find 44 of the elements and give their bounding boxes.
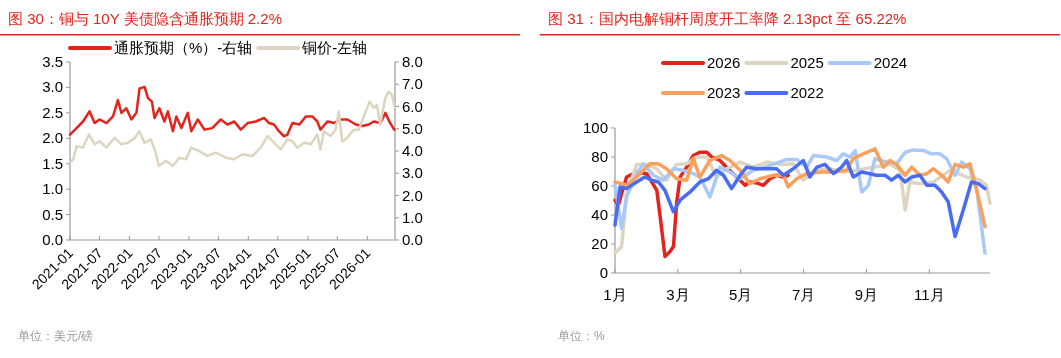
legend-label: 2026 bbox=[707, 54, 741, 71]
x-tick-label: 7月 bbox=[791, 286, 816, 303]
x-tick-label: 9月 bbox=[854, 286, 879, 303]
chart-title: 图 30：铜与 10Y 美债隐含通胀预期 2.2% bbox=[8, 10, 282, 27]
y2-tick-label: 6.0 bbox=[402, 97, 423, 115]
y2-tick-label: 8.0 bbox=[402, 53, 423, 70]
y-tick-label: 1.5 bbox=[42, 154, 63, 172]
y-tick-label: 0.5 bbox=[42, 205, 63, 223]
y-tick-label: 1.0 bbox=[42, 180, 63, 198]
text: 单位：% bbox=[558, 329, 605, 343]
y-tick-label: 2.5 bbox=[42, 103, 63, 121]
x-tick-label: 11月 bbox=[914, 286, 945, 303]
legend-label: 2023 bbox=[707, 84, 741, 101]
y2-tick-label: 4.0 bbox=[402, 142, 423, 159]
line-series bbox=[68, 90, 396, 168]
y-tick-label: 3.0 bbox=[42, 78, 63, 96]
y-tick-label: 100 bbox=[582, 119, 608, 136]
y-tick-label: 0.0 bbox=[42, 231, 63, 248]
x-tick-label: 3月 bbox=[666, 286, 690, 303]
chart-title: 图 31：国内电解铜杆周度开工率降 2.13pct 至 65.22% bbox=[548, 10, 907, 27]
y2-tick-label: 5.0 bbox=[402, 119, 423, 137]
y-tick-label: 2.0 bbox=[42, 129, 63, 147]
line-series bbox=[613, 158, 987, 239]
legend-label: 铜价-左轴 bbox=[301, 39, 368, 56]
y-tick-label: 20 bbox=[591, 235, 608, 252]
legend-label: 2025 bbox=[790, 54, 824, 71]
legend-label: 2022 bbox=[790, 84, 824, 101]
y2-tick-label: 1.0 bbox=[402, 208, 423, 226]
y-tick-label: 0 bbox=[599, 264, 608, 281]
legend-label: 2024 bbox=[873, 54, 908, 71]
y-tick-label: 60 bbox=[591, 177, 608, 194]
y-tick-label: 3.5 bbox=[42, 53, 63, 70]
x-tick-label: 1月 bbox=[603, 286, 627, 303]
y-tick-label: 80 bbox=[591, 148, 608, 165]
legend-label: 通胀预期（%）-右轴 bbox=[114, 39, 253, 56]
text: 单位：美元/磅 bbox=[18, 329, 94, 343]
y-tick-label: 40 bbox=[591, 206, 608, 223]
y2-tick-label: 2.0 bbox=[402, 186, 423, 204]
y2-tick-label: 7.0 bbox=[402, 75, 423, 93]
line-series bbox=[613, 147, 987, 229]
y2-tick-label: 3.0 bbox=[402, 164, 423, 182]
y2-tick-label: 0.0 bbox=[402, 231, 423, 248]
line-series bbox=[68, 85, 396, 138]
x-tick-label: 5月 bbox=[729, 286, 753, 303]
